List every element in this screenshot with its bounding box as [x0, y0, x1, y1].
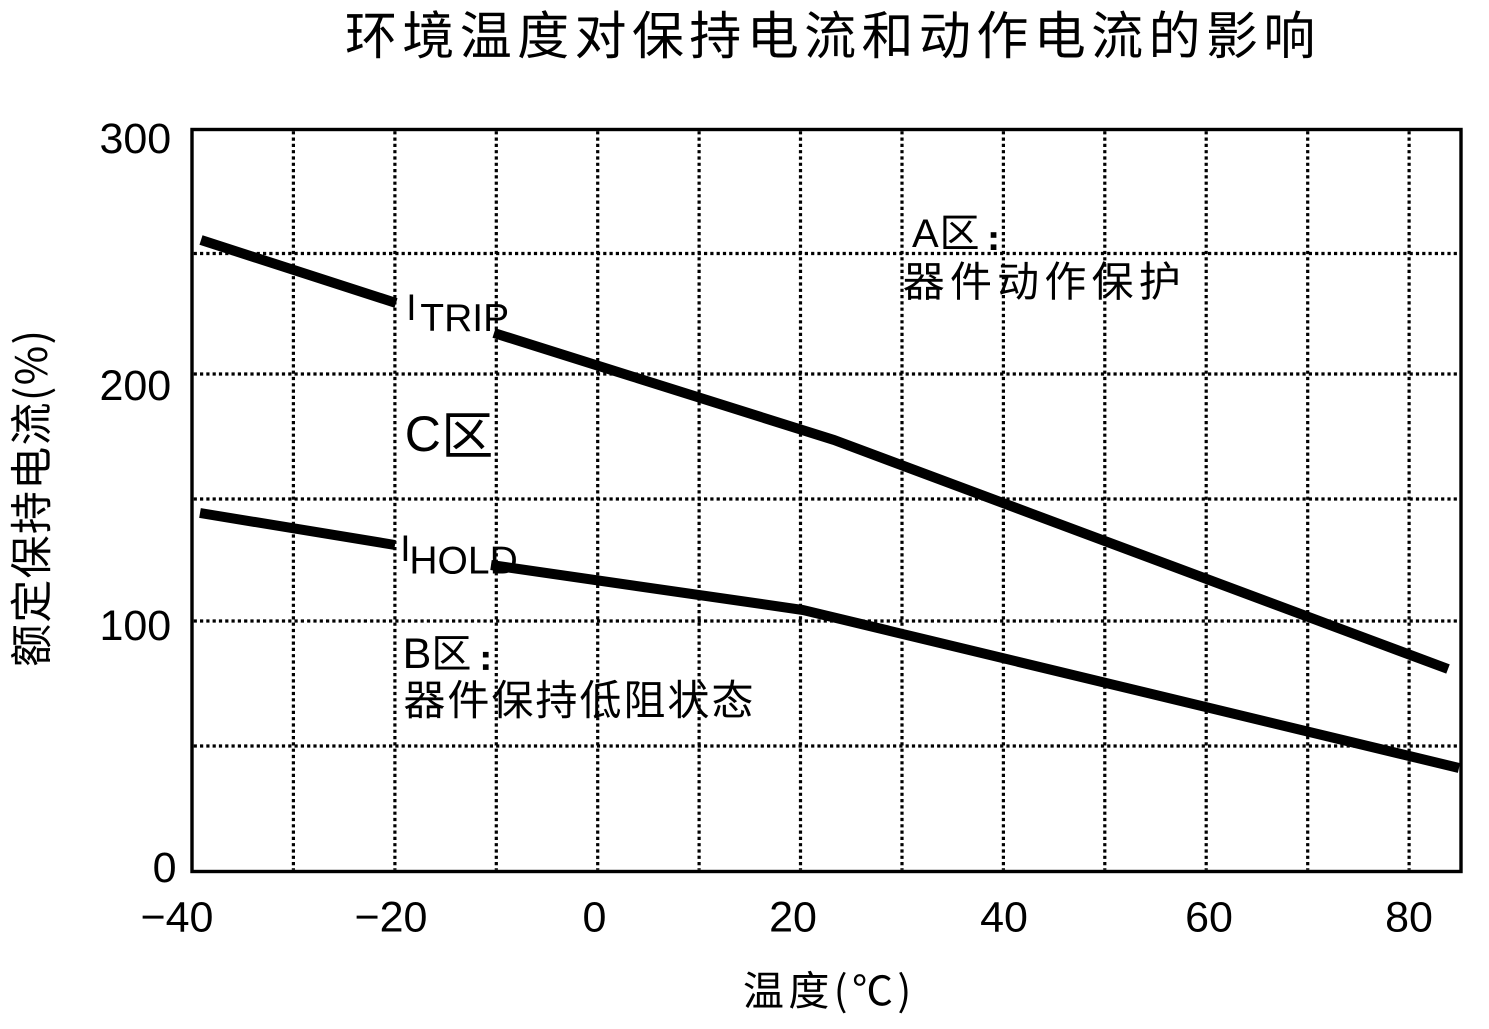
svg-text:TRIP: TRIP: [420, 297, 509, 340]
svg-text:20: 20: [769, 894, 817, 942]
svg-text:80: 80: [1385, 894, 1433, 942]
svg-text:B: B: [403, 630, 432, 678]
svg-text:I: I: [400, 528, 410, 569]
svg-text:0: 0: [153, 844, 177, 892]
svg-text:I: I: [406, 287, 416, 328]
svg-text:60: 60: [1185, 894, 1233, 942]
svg-text:HOLD: HOLD: [409, 540, 517, 583]
svg-text:−20: −20: [355, 894, 428, 942]
svg-text:C: C: [405, 406, 441, 462]
svg-text:200: 200: [99, 362, 171, 410]
svg-text:A: A: [912, 212, 939, 256]
svg-text:300: 300: [99, 115, 171, 163]
svg-text:−40: −40: [141, 894, 214, 942]
svg-text:40: 40: [980, 894, 1028, 942]
svg-text:0: 0: [583, 894, 607, 942]
svg-text:100: 100: [99, 602, 171, 650]
